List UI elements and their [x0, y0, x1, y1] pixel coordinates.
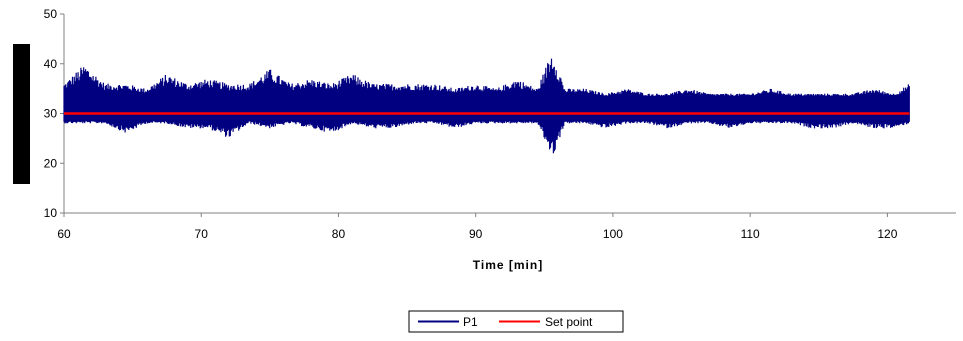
y-axis-marker	[13, 44, 30, 184]
x-tick-label: 70	[195, 227, 209, 241]
x-tick-label: 60	[57, 227, 71, 241]
y-tick-label: 20	[44, 156, 58, 170]
x-tick-label: 110	[741, 227, 760, 241]
x-axis-title: Time [min]	[473, 258, 543, 272]
y-tick-label: 40	[44, 57, 58, 71]
y-tick-label: 50	[44, 7, 58, 21]
legend: P1 Set point	[408, 310, 624, 333]
legend-label-p1: P1	[463, 315, 478, 329]
y-tick-label: 30	[44, 107, 58, 121]
x-tick-label: 100	[603, 227, 623, 241]
x-tick-label: 80	[332, 227, 346, 241]
x-tick-label: 120	[877, 227, 897, 241]
series-p1-line	[63, 58, 910, 154]
x-tick-label: 90	[469, 227, 483, 241]
y-tick-label: 10	[44, 206, 58, 220]
legend-label-setpoint: Set point	[545, 315, 593, 329]
